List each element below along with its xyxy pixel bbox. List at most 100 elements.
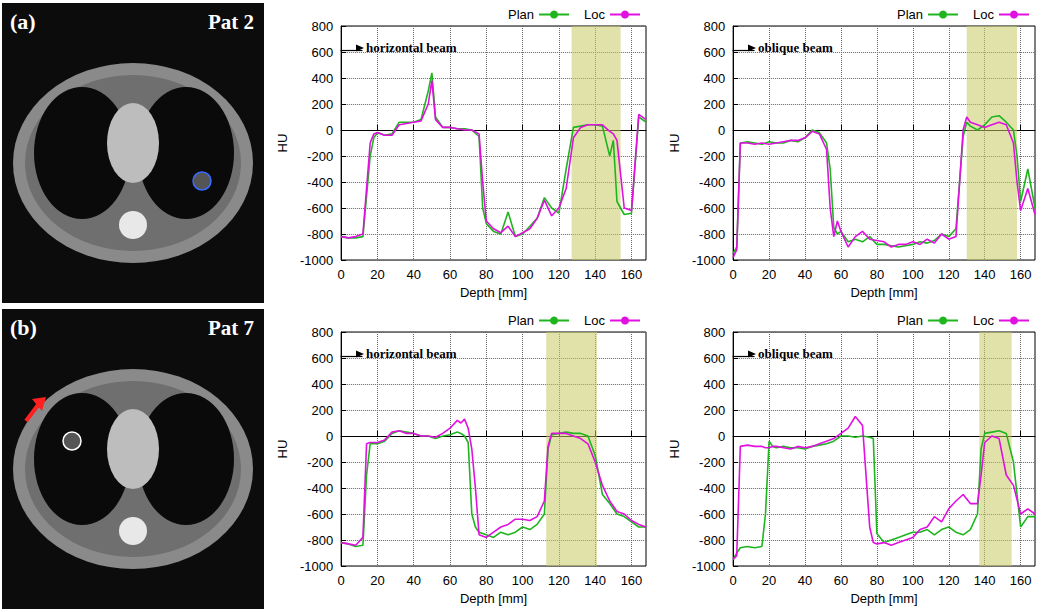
svg-text:20: 20 xyxy=(370,267,384,282)
svg-text:800: 800 xyxy=(703,325,725,340)
svg-text:-800: -800 xyxy=(307,533,333,548)
svg-text:horizontal beam: horizontal beam xyxy=(366,346,457,361)
svg-text:-600: -600 xyxy=(307,507,333,522)
svg-text:Plan: Plan xyxy=(897,7,923,22)
svg-text:40: 40 xyxy=(798,573,812,588)
svg-text:40: 40 xyxy=(798,267,812,282)
svg-text:Plan: Plan xyxy=(897,313,923,328)
svg-text:100: 100 xyxy=(902,267,924,282)
svg-text:Loc: Loc xyxy=(584,313,605,328)
svg-text:80: 80 xyxy=(870,573,884,588)
svg-text:20: 20 xyxy=(762,267,776,282)
svg-text:140: 140 xyxy=(584,267,606,282)
svg-text:400: 400 xyxy=(311,71,333,86)
svg-text:60: 60 xyxy=(443,267,457,282)
svg-text:Plan: Plan xyxy=(508,313,534,328)
svg-text:-1000: -1000 xyxy=(692,559,725,574)
svg-text:400: 400 xyxy=(703,71,725,86)
svg-text:horizontal beam: horizontal beam xyxy=(366,40,457,55)
svg-text:140: 140 xyxy=(974,267,996,282)
svg-text:-400: -400 xyxy=(307,175,333,190)
svg-text:0: 0 xyxy=(718,123,725,138)
svg-text:Plan: Plan xyxy=(508,7,534,22)
svg-text:oblique beam: oblique beam xyxy=(758,346,833,361)
svg-text:600: 600 xyxy=(703,351,725,366)
svg-text:0: 0 xyxy=(730,573,737,588)
svg-text:-600: -600 xyxy=(699,201,725,216)
svg-text:160: 160 xyxy=(1010,573,1032,588)
svg-text:120: 120 xyxy=(938,573,960,588)
svg-text:80: 80 xyxy=(870,267,884,282)
svg-text:Depth [mm]: Depth [mm] xyxy=(850,591,917,606)
svg-text:600: 600 xyxy=(311,351,333,366)
svg-text:160: 160 xyxy=(621,267,643,282)
svg-text:200: 200 xyxy=(311,403,333,418)
svg-text:40: 40 xyxy=(406,267,420,282)
svg-text:-400: -400 xyxy=(307,481,333,496)
svg-text:80: 80 xyxy=(479,267,493,282)
svg-text:160: 160 xyxy=(621,573,643,588)
svg-text:140: 140 xyxy=(584,573,606,588)
svg-text:0: 0 xyxy=(338,267,345,282)
svg-text:-200: -200 xyxy=(699,455,725,470)
svg-text:-200: -200 xyxy=(699,149,725,164)
svg-text:-200: -200 xyxy=(307,455,333,470)
svg-text:200: 200 xyxy=(703,97,725,112)
svg-text:600: 600 xyxy=(311,45,333,60)
svg-text:Depth [mm]: Depth [mm] xyxy=(460,285,527,300)
svg-text:-1000: -1000 xyxy=(692,253,725,268)
svg-text:Loc: Loc xyxy=(973,313,994,328)
svg-text:-800: -800 xyxy=(307,227,333,242)
svg-text:HU: HU xyxy=(275,134,290,153)
svg-text:120: 120 xyxy=(548,267,570,282)
svg-text:100: 100 xyxy=(512,573,534,588)
svg-text:HU: HU xyxy=(275,440,290,459)
svg-text:120: 120 xyxy=(938,267,960,282)
svg-text:0: 0 xyxy=(718,429,725,444)
svg-text:Loc: Loc xyxy=(584,7,605,22)
svg-text:800: 800 xyxy=(311,325,333,340)
svg-text:-800: -800 xyxy=(699,227,725,242)
svg-text:-400: -400 xyxy=(699,481,725,496)
svg-text:140: 140 xyxy=(974,573,996,588)
svg-text:120: 120 xyxy=(548,573,570,588)
svg-text:100: 100 xyxy=(902,573,924,588)
svg-text:60: 60 xyxy=(834,267,848,282)
svg-text:20: 20 xyxy=(370,573,384,588)
svg-text:-400: -400 xyxy=(699,175,725,190)
svg-text:400: 400 xyxy=(703,377,725,392)
svg-text:200: 200 xyxy=(703,403,725,418)
svg-text:0: 0 xyxy=(326,123,333,138)
svg-text:800: 800 xyxy=(311,19,333,34)
svg-text:-600: -600 xyxy=(699,507,725,522)
svg-text:-200: -200 xyxy=(307,149,333,164)
svg-text:0: 0 xyxy=(326,429,333,444)
svg-text:20: 20 xyxy=(762,573,776,588)
svg-text:-1000: -1000 xyxy=(300,559,333,574)
svg-text:Pat 7: Pat 7 xyxy=(208,316,254,340)
svg-text:0: 0 xyxy=(338,573,345,588)
svg-text:-800: -800 xyxy=(699,533,725,548)
svg-text:Loc: Loc xyxy=(973,7,994,22)
svg-text:(b): (b) xyxy=(10,315,37,340)
svg-text:100: 100 xyxy=(512,267,534,282)
svg-text:-600: -600 xyxy=(307,201,333,216)
svg-text:Depth [mm]: Depth [mm] xyxy=(460,591,527,606)
svg-text:40: 40 xyxy=(406,573,420,588)
svg-text:HU: HU xyxy=(667,440,682,459)
svg-text:oblique beam: oblique beam xyxy=(758,40,833,55)
svg-text:0: 0 xyxy=(730,267,737,282)
svg-text:60: 60 xyxy=(834,573,848,588)
svg-text:60: 60 xyxy=(443,573,457,588)
svg-text:Pat 2: Pat 2 xyxy=(208,10,254,34)
svg-text:80: 80 xyxy=(479,573,493,588)
svg-text:(a): (a) xyxy=(10,9,36,34)
svg-text:-1000: -1000 xyxy=(300,253,333,268)
svg-text:600: 600 xyxy=(703,45,725,60)
svg-text:200: 200 xyxy=(311,97,333,112)
svg-text:HU: HU xyxy=(667,134,682,153)
svg-text:400: 400 xyxy=(311,377,333,392)
svg-text:160: 160 xyxy=(1010,267,1032,282)
svg-text:800: 800 xyxy=(703,19,725,34)
svg-text:Depth [mm]: Depth [mm] xyxy=(850,285,917,300)
